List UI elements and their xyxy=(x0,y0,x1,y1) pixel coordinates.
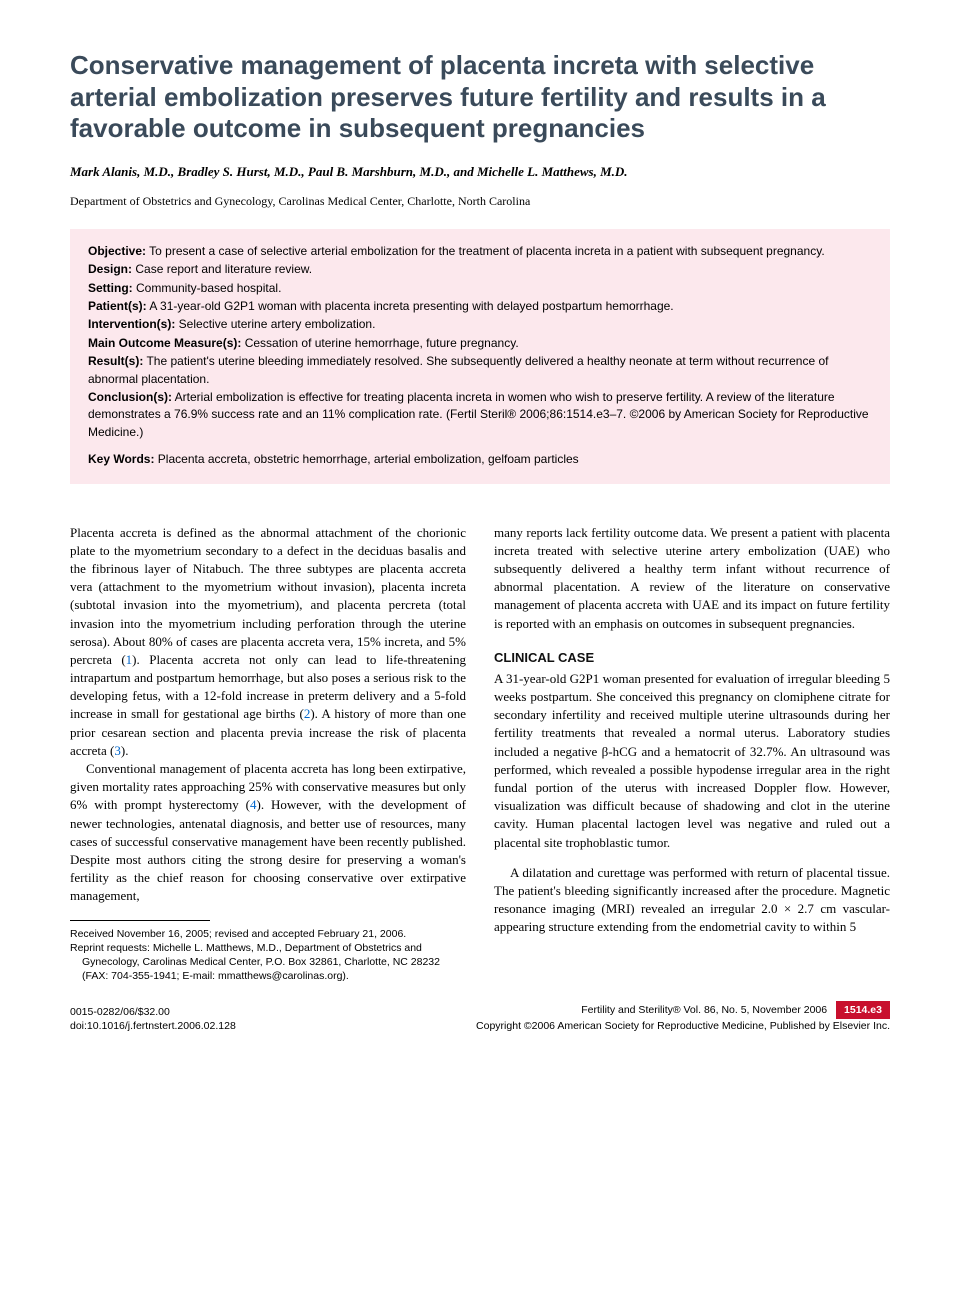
keywords-label: Key Words: xyxy=(88,452,154,466)
conclusions-text: Arterial embolization is effective for t… xyxy=(88,390,869,439)
authors: Mark Alanis, M.D., Bradley S. Hurst, M.D… xyxy=(70,163,890,181)
p2b: ). However, with the development of newe… xyxy=(70,797,466,903)
objective-label: Objective: xyxy=(88,244,146,258)
affiliation: Department of Obstetrics and Gynecology,… xyxy=(70,193,890,209)
clinical-para-1: A 31-year-old G2P1 woman presented for e… xyxy=(494,670,890,852)
left-column: Placenta accreta is defined as the abnor… xyxy=(70,524,466,984)
abstract-setting: Setting: Community-based hospital. xyxy=(88,280,872,297)
abstract-outcomes: Main Outcome Measure(s): Cessation of ut… xyxy=(88,335,872,352)
page-number-badge: 1514.e3 xyxy=(836,1001,890,1019)
abstract-conclusions: Conclusion(s): Arterial embolization is … xyxy=(88,389,872,441)
abstract-patients: Patient(s): A 31-year-old G2P1 woman wit… xyxy=(88,298,872,315)
reprint-line: Reprint requests: Michelle L. Matthews, … xyxy=(70,941,466,984)
page-footer: 0015-0282/06/$32.00 doi:10.1016/j.fertns… xyxy=(70,1001,890,1033)
design-label: Design: xyxy=(88,262,132,276)
body-columns: Placenta accreta is defined as the abnor… xyxy=(70,524,890,984)
intro-continued: many reports lack fertility outcome data… xyxy=(494,524,890,633)
abstract-design: Design: Case report and literature revie… xyxy=(88,261,872,278)
results-label: Result(s): xyxy=(88,354,143,368)
right-column: many reports lack fertility outcome data… xyxy=(494,524,890,984)
footer-left: 0015-0282/06/$32.00 doi:10.1016/j.fertns… xyxy=(70,1005,236,1033)
clinical-case-heading: CLINICAL CASE xyxy=(494,649,890,667)
copyright: Copyright ©2006 American Society for Rep… xyxy=(476,1019,890,1033)
doi: doi:10.1016/j.fertnstert.2006.02.128 xyxy=(70,1019,236,1033)
interventions-text: Selective uterine artery embolization. xyxy=(175,317,375,331)
setting-label: Setting: xyxy=(88,281,133,295)
results-text: The patient's uterine bleeding immediate… xyxy=(88,354,829,385)
article-title: Conservative management of placenta incr… xyxy=(70,50,890,145)
interventions-label: Intervention(s): xyxy=(88,317,175,331)
p1a: Placenta accreta is defined as the abnor… xyxy=(70,525,466,667)
received-line: Received November 16, 2005; revised and … xyxy=(70,927,466,941)
patients-text: A 31-year-old G2P1 woman with placenta i… xyxy=(147,299,674,313)
issn-price: 0015-0282/06/$32.00 xyxy=(70,1005,236,1019)
p1d: ). xyxy=(121,743,129,758)
clinical-para-2: A dilatation and curettage was performed… xyxy=(494,864,890,937)
footnote-rule xyxy=(70,920,210,921)
objective-text: To present a case of selective arterial … xyxy=(146,244,825,258)
patients-label: Patient(s): xyxy=(88,299,147,313)
conclusions-label: Conclusion(s): xyxy=(88,390,172,404)
abstract-keywords: Key Words: Placenta accreta, obstetric h… xyxy=(88,451,872,468)
abstract-interventions: Intervention(s): Selective uterine arter… xyxy=(88,316,872,333)
intro-para-2: Conventional management of placenta accr… xyxy=(70,760,466,906)
outcomes-label: Main Outcome Measure(s): xyxy=(88,336,241,350)
abstract-results: Result(s): The patient's uterine bleedin… xyxy=(88,353,872,388)
outcomes-text: Cessation of uterine hemorrhage, future … xyxy=(241,336,518,350)
journal-issue: Fertility and Sterility® Vol. 86, No. 5,… xyxy=(581,1004,827,1016)
intro-para-1: Placenta accreta is defined as the abnor… xyxy=(70,524,466,760)
footnote-block: Received November 16, 2005; revised and … xyxy=(70,927,466,984)
footer-right: Fertility and Sterility® Vol. 86, No. 5,… xyxy=(476,1001,890,1033)
abstract-objective: Objective: To present a case of selectiv… xyxy=(88,243,872,260)
abstract-box: Objective: To present a case of selectiv… xyxy=(70,229,890,484)
design-text: Case report and literature review. xyxy=(132,262,312,276)
keywords-text: Placenta accreta, obstetric hemorrhage, … xyxy=(154,452,578,466)
setting-text: Community-based hospital. xyxy=(133,281,282,295)
